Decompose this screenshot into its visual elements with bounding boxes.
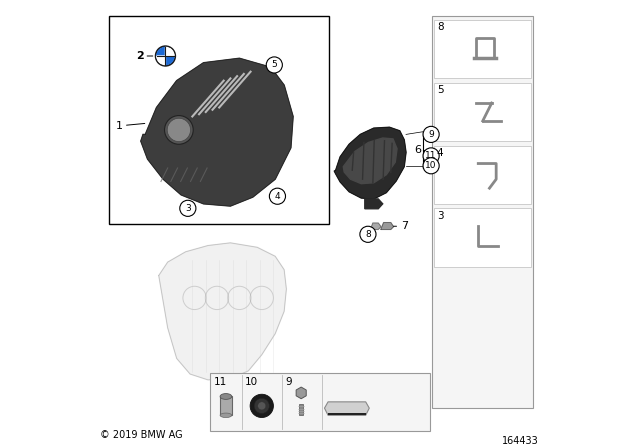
Circle shape bbox=[360, 226, 376, 242]
Circle shape bbox=[156, 47, 175, 65]
Text: 4: 4 bbox=[275, 192, 280, 201]
Polygon shape bbox=[296, 387, 306, 399]
Text: 3: 3 bbox=[185, 204, 191, 213]
Polygon shape bbox=[141, 58, 293, 206]
Polygon shape bbox=[334, 127, 406, 199]
Text: 4: 4 bbox=[437, 148, 444, 158]
Text: 3: 3 bbox=[437, 211, 444, 220]
Text: 9: 9 bbox=[285, 377, 292, 387]
Bar bbox=[220, 396, 232, 415]
Bar bbox=[210, 373, 430, 431]
Circle shape bbox=[423, 148, 439, 164]
Wedge shape bbox=[157, 56, 165, 65]
Text: 8: 8 bbox=[365, 230, 371, 239]
Bar bbox=[435, 20, 531, 78]
Polygon shape bbox=[365, 199, 383, 209]
Text: © 2019 BMW AG: © 2019 BMW AG bbox=[100, 430, 183, 440]
Circle shape bbox=[156, 46, 175, 66]
Text: 5: 5 bbox=[437, 85, 444, 95]
Circle shape bbox=[423, 158, 439, 174]
Text: 8: 8 bbox=[437, 22, 444, 32]
Circle shape bbox=[269, 188, 285, 204]
Text: 10: 10 bbox=[244, 377, 258, 387]
Bar bbox=[435, 208, 531, 267]
Bar bbox=[299, 404, 303, 415]
Circle shape bbox=[254, 398, 269, 414]
Polygon shape bbox=[159, 243, 287, 380]
Circle shape bbox=[180, 200, 196, 216]
Wedge shape bbox=[157, 47, 165, 56]
Text: 164433: 164433 bbox=[502, 436, 539, 446]
Ellipse shape bbox=[220, 394, 232, 400]
Text: 11: 11 bbox=[426, 151, 437, 160]
Bar bbox=[432, 16, 532, 408]
Circle shape bbox=[266, 57, 282, 73]
Circle shape bbox=[423, 126, 439, 142]
Wedge shape bbox=[165, 56, 174, 65]
Polygon shape bbox=[343, 138, 397, 184]
Text: 2: 2 bbox=[136, 51, 144, 61]
Polygon shape bbox=[324, 402, 369, 415]
Text: 5: 5 bbox=[271, 60, 277, 69]
Circle shape bbox=[258, 402, 266, 410]
Polygon shape bbox=[381, 223, 394, 229]
Circle shape bbox=[164, 116, 193, 144]
Text: 10: 10 bbox=[426, 161, 437, 170]
Bar bbox=[109, 16, 329, 224]
Wedge shape bbox=[165, 47, 174, 56]
Bar bbox=[435, 83, 531, 141]
Text: 7: 7 bbox=[401, 221, 408, 231]
Text: 11: 11 bbox=[214, 377, 228, 387]
Text: 1: 1 bbox=[115, 121, 122, 131]
Polygon shape bbox=[371, 223, 381, 229]
Polygon shape bbox=[328, 413, 365, 415]
Text: 6: 6 bbox=[414, 145, 421, 155]
Text: 9: 9 bbox=[428, 130, 434, 139]
Circle shape bbox=[250, 394, 273, 418]
Bar bbox=[435, 146, 531, 204]
Ellipse shape bbox=[220, 413, 232, 418]
Circle shape bbox=[167, 118, 191, 142]
